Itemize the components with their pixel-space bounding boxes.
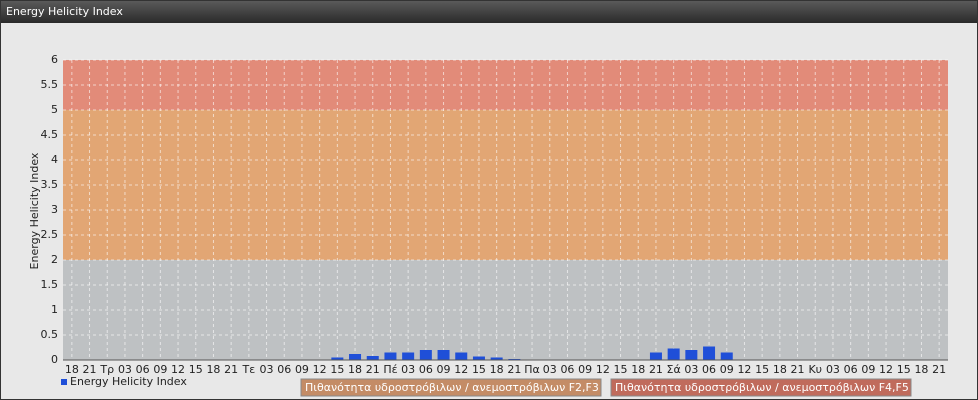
bar: [720, 352, 733, 360]
y-tick-label: 5: [51, 103, 58, 116]
y-tick-label: 3: [51, 203, 58, 216]
bar: [455, 352, 468, 360]
x-tick-label: 21: [83, 363, 97, 376]
x-tick-label: 18: [490, 363, 504, 376]
x-tick-label: 21: [224, 363, 238, 376]
bar: [402, 352, 415, 360]
x-tick-label: 15: [189, 363, 203, 376]
y-tick-label: 3.5: [41, 178, 59, 191]
x-tick-label: 12: [313, 363, 327, 376]
x-tick-label: 18: [206, 363, 220, 376]
x-tick-label: 06: [419, 363, 433, 376]
x-tick-label: 15: [472, 363, 486, 376]
x-tick-label: 12: [737, 363, 751, 376]
band-legend-label: Πιθανότητα υδροστρόβιλων / ανεμοστρόβιλω…: [305, 381, 599, 394]
bar: [349, 354, 362, 360]
x-tick-label: 21: [932, 363, 946, 376]
x-tick-label: Πέ: [383, 363, 397, 376]
x-tick-label: 09: [861, 363, 875, 376]
x-tick-label: 18: [65, 363, 79, 376]
x-tick-label: 21: [507, 363, 521, 376]
y-tick-label: 5.5: [41, 78, 59, 91]
band-legend-box: [300, 378, 602, 397]
y-tick-label: 0.5: [41, 328, 59, 341]
y-tick-label: 2: [51, 253, 58, 266]
x-tick-label: 03: [260, 363, 274, 376]
x-tick-label: 15: [330, 363, 344, 376]
x-tick-label: 06: [702, 363, 716, 376]
bar: [366, 356, 379, 360]
x-tick-label: 03: [401, 363, 415, 376]
x-tick-label: 03: [543, 363, 557, 376]
bar: [490, 357, 503, 360]
legend-label: Energy Helicity Index: [70, 375, 187, 388]
x-tick-label: 18: [631, 363, 645, 376]
x-tick-label: 15: [755, 363, 769, 376]
y-tick-label: 1: [51, 303, 58, 316]
x-tick-label: 21: [791, 363, 805, 376]
x-tick-label: 15: [614, 363, 628, 376]
band-legend-label: Πιθανότητα υδροστρόβιλων / ανεμοστρόβιλω…: [615, 381, 909, 394]
x-tick-label: 18: [914, 363, 928, 376]
bar: [649, 352, 662, 360]
x-tick-label: Πα: [524, 363, 540, 376]
x-tick-label: 03: [826, 363, 840, 376]
bar: [472, 356, 485, 360]
y-tick-label: 2.5: [41, 228, 59, 241]
bar: [667, 348, 680, 360]
y-axis-label: Energy Helicity Index: [28, 152, 41, 269]
risk-band: [63, 260, 948, 360]
bar: [331, 357, 344, 360]
legend-swatch: [61, 379, 67, 385]
x-tick-label: 09: [437, 363, 451, 376]
x-tick-label: 09: [153, 363, 167, 376]
x-tick-label: 03: [118, 363, 132, 376]
y-tick-label: 4.5: [41, 128, 59, 141]
x-tick-label: 12: [171, 363, 185, 376]
x-tick-label: 09: [578, 363, 592, 376]
risk-band: [63, 110, 948, 260]
bar: [703, 346, 716, 360]
x-tick-label: Κυ: [808, 363, 822, 376]
bar: [384, 352, 397, 360]
bar: [685, 350, 698, 360]
bar: [437, 350, 450, 360]
x-tick-label: 09: [720, 363, 734, 376]
x-tick-label: 21: [649, 363, 663, 376]
y-tick-label: 6: [51, 53, 58, 66]
window-title: Energy Helicity Index: [1, 1, 977, 23]
x-tick-label: 06: [560, 363, 574, 376]
risk-band: [63, 60, 948, 110]
x-tick-label: 09: [295, 363, 309, 376]
x-tick-label: 03: [684, 363, 698, 376]
x-tick-label: Σά: [667, 363, 681, 376]
x-tick-label: 18: [773, 363, 787, 376]
x-tick-label: Τρ: [99, 363, 114, 376]
x-tick-label: 18: [348, 363, 362, 376]
x-tick-label: 12: [454, 363, 468, 376]
y-tick-label: 1.5: [41, 278, 59, 291]
x-tick-label: 06: [277, 363, 291, 376]
x-tick-label: 06: [844, 363, 858, 376]
x-tick-label: Τε: [242, 363, 256, 376]
x-tick-label: 06: [136, 363, 150, 376]
x-tick-label: 12: [596, 363, 610, 376]
bar: [419, 350, 432, 360]
y-tick-label: 0: [51, 353, 58, 366]
x-tick-label: 21: [366, 363, 380, 376]
x-tick-label: 12: [879, 363, 893, 376]
y-tick-label: 4: [51, 153, 58, 166]
x-tick-label: 15: [897, 363, 911, 376]
band-legend-box: [610, 378, 912, 397]
